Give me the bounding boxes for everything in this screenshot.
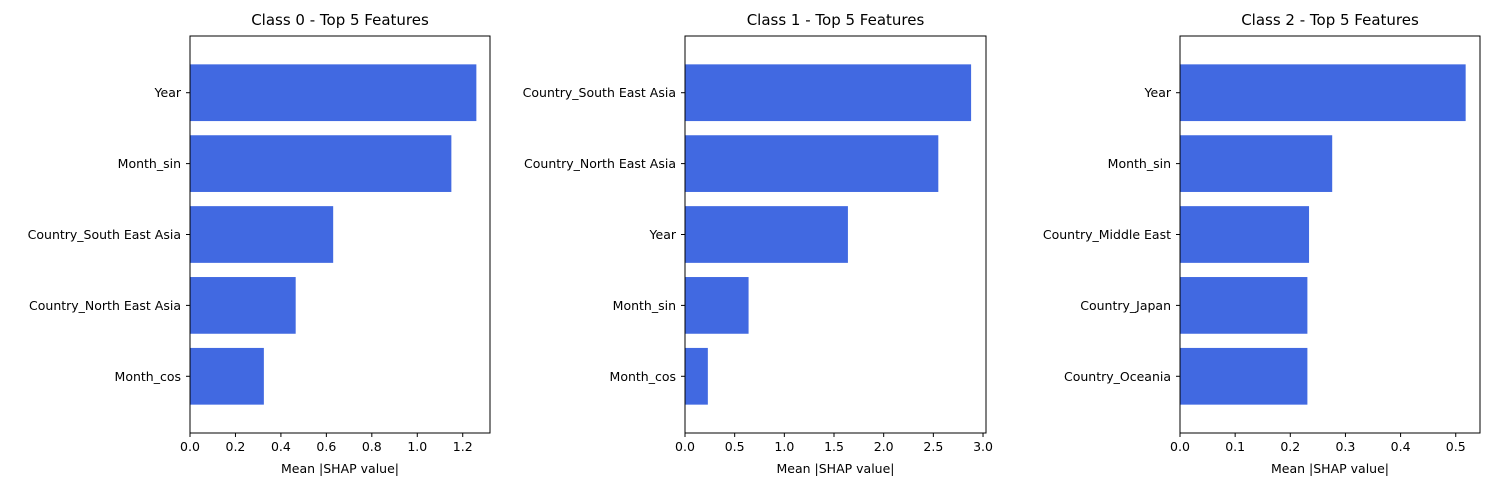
axes-frame bbox=[1179, 35, 1481, 434]
y-tick-label: Country_Middle East bbox=[1043, 227, 1171, 242]
bar-month-cos bbox=[685, 347, 708, 405]
subplot-class-1: Country_South East Asia Country_North Eas… bbox=[523, 11, 993, 476]
x-tick-label: 1.0 bbox=[407, 439, 427, 454]
y-tick-label: Country_Japan bbox=[1080, 298, 1171, 313]
x-tick-label: 2.0 bbox=[874, 439, 894, 454]
y-tick-label: Month_cos bbox=[115, 369, 181, 384]
y-tick-label: Year bbox=[649, 227, 677, 242]
x-tick-label: 0.2 bbox=[226, 439, 246, 454]
x-tick-label: 1.2 bbox=[453, 439, 473, 454]
axes-frame bbox=[684, 35, 987, 434]
y-tick-label: Country_South East Asia bbox=[523, 85, 676, 100]
bar-country-south-east-asia bbox=[190, 206, 334, 263]
subplot-title: Class 1 - Top 5 Features bbox=[747, 11, 925, 29]
x-axis-label: Mean |SHAP value| bbox=[777, 461, 895, 476]
x-tick-label: 0.5 bbox=[725, 439, 745, 454]
bar-country-north-east-asia bbox=[190, 277, 296, 334]
subplot-class-2: Year Month_sin Country_Middle East Country_… bbox=[1043, 11, 1481, 476]
x-axis-label: Mean |SHAP value| bbox=[281, 461, 399, 476]
y-tick-label: Month_sin bbox=[1108, 156, 1171, 171]
bar-year bbox=[190, 64, 477, 122]
bar-month-cos bbox=[190, 347, 264, 405]
y-tick-label: Month_cos bbox=[610, 369, 676, 384]
x-tick-label: 0.0 bbox=[1170, 439, 1190, 454]
axes-frame bbox=[189, 35, 491, 434]
x-tick-label: 1.5 bbox=[824, 439, 844, 454]
bar-country-north-east-asia bbox=[685, 135, 939, 192]
subplot-title: Class 0 - Top 5 Features bbox=[251, 11, 429, 29]
x-tick-label: 0.2 bbox=[1280, 439, 1300, 454]
y-tick-label: Month_sin bbox=[118, 156, 181, 171]
bar-country-middle-east bbox=[1180, 206, 1310, 263]
x-axis-label: Mean |SHAP value| bbox=[1271, 461, 1389, 476]
y-tick-label: Year bbox=[154, 85, 182, 100]
subplot-title: Class 2 - Top 5 Features bbox=[1241, 11, 1419, 29]
x-tick-label: 0.4 bbox=[1391, 439, 1411, 454]
bar-country-oceania bbox=[1180, 347, 1308, 405]
x-tick-label: 2.5 bbox=[923, 439, 943, 454]
bar-country-south-east-asia bbox=[685, 64, 972, 122]
y-tick-label: Country_Oceania bbox=[1064, 369, 1171, 384]
bar-month-sin bbox=[1180, 135, 1333, 192]
x-tick-label: 1.0 bbox=[774, 439, 794, 454]
bar-country-japan bbox=[1180, 277, 1308, 334]
x-tick-label: 0.4 bbox=[271, 439, 291, 454]
y-tick-label: Month_sin bbox=[613, 298, 676, 313]
subplot-class-0: Year Month_sin Country_South East Asia Coun… bbox=[28, 11, 491, 476]
bar-month-sin bbox=[685, 277, 749, 334]
y-tick-label: Country_North East Asia bbox=[29, 298, 181, 313]
x-tick-label: 0.6 bbox=[316, 439, 336, 454]
x-tick-label: 0.0 bbox=[675, 439, 695, 454]
x-tick-label: 3.0 bbox=[973, 439, 993, 454]
x-tick-label: 0.8 bbox=[362, 439, 382, 454]
y-tick-label: Country_North East Asia bbox=[524, 156, 676, 171]
x-tick-label: 0.5 bbox=[1446, 439, 1466, 454]
y-tick-label: Year bbox=[1144, 85, 1172, 100]
x-tick-label: 0.1 bbox=[1225, 439, 1245, 454]
bar-year bbox=[1180, 64, 1466, 122]
bar-year bbox=[685, 206, 848, 263]
bar-month-sin bbox=[190, 135, 452, 192]
y-tick-label: Country_South East Asia bbox=[28, 227, 181, 242]
x-tick-label: 0.0 bbox=[180, 439, 200, 454]
x-tick-label: 0.3 bbox=[1335, 439, 1355, 454]
